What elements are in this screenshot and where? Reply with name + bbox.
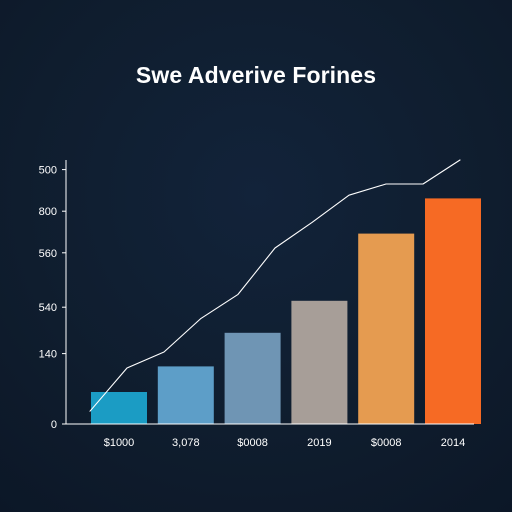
y-axis: 0 140 540 560 800 500: [39, 160, 67, 431]
x-tick-label: $0008: [237, 437, 268, 449]
x-tick-label: 2014: [441, 437, 465, 449]
x-tick-label: $1000: [104, 437, 135, 449]
y-tick-label: 500: [39, 165, 57, 177]
bar: [91, 392, 147, 424]
bar: [291, 300, 348, 424]
x-axis: $1000 3,078 $0008 2019 $0008 2014: [66, 423, 474, 449]
chart-title: Swe Adverive Forines: [135, 62, 377, 88]
y-tick-label: 140: [39, 349, 57, 361]
bar: [157, 366, 214, 424]
x-tick-label: 2019: [307, 437, 331, 449]
bar: [224, 332, 281, 424]
y-tick-label: 540: [39, 302, 57, 314]
bars: [91, 198, 481, 424]
x-tick-label: $0008: [371, 437, 402, 449]
y-tick-label: 560: [39, 248, 57, 260]
bar: [425, 198, 481, 424]
trend-line: [89, 159, 461, 412]
bar: [358, 233, 415, 424]
y-tick-label: 800: [39, 206, 57, 218]
x-tick-label: 3,078: [172, 437, 200, 449]
trend-line-series: [89, 159, 461, 412]
y-tick-label: 0: [51, 419, 57, 431]
